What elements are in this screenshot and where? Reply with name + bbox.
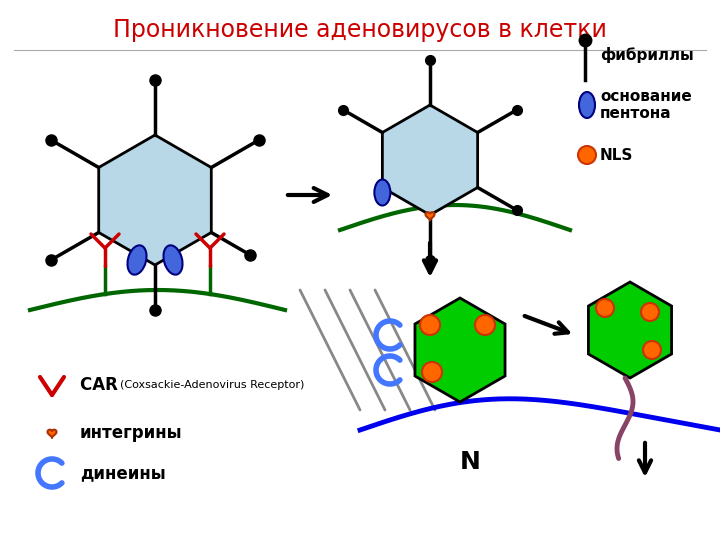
Ellipse shape (422, 362, 442, 382)
Text: фибриллы: фибриллы (600, 47, 694, 63)
Polygon shape (426, 212, 434, 220)
Text: N: N (459, 450, 480, 474)
Ellipse shape (163, 245, 183, 275)
Ellipse shape (578, 146, 596, 164)
Text: основание
пентона: основание пентона (600, 89, 692, 121)
Ellipse shape (420, 315, 440, 335)
Text: (Coxsackie-Adenovirus Receptor): (Coxsackie-Adenovirus Receptor) (120, 380, 305, 390)
Ellipse shape (374, 179, 390, 206)
Polygon shape (382, 105, 477, 215)
Text: интегрины: интегрины (80, 424, 183, 442)
Text: динеины: динеины (80, 464, 166, 482)
Ellipse shape (643, 341, 661, 359)
Ellipse shape (641, 303, 659, 321)
Text: NLS: NLS (600, 147, 634, 163)
Polygon shape (48, 430, 56, 438)
Polygon shape (415, 298, 505, 402)
Polygon shape (588, 282, 672, 378)
Ellipse shape (475, 315, 495, 335)
Text: CAR: CAR (80, 376, 124, 394)
Ellipse shape (579, 92, 595, 118)
Ellipse shape (596, 299, 614, 317)
Text: Проникновение аденовирусов в клетки: Проникновение аденовирусов в клетки (113, 18, 607, 42)
Polygon shape (99, 135, 211, 265)
Ellipse shape (127, 245, 147, 275)
